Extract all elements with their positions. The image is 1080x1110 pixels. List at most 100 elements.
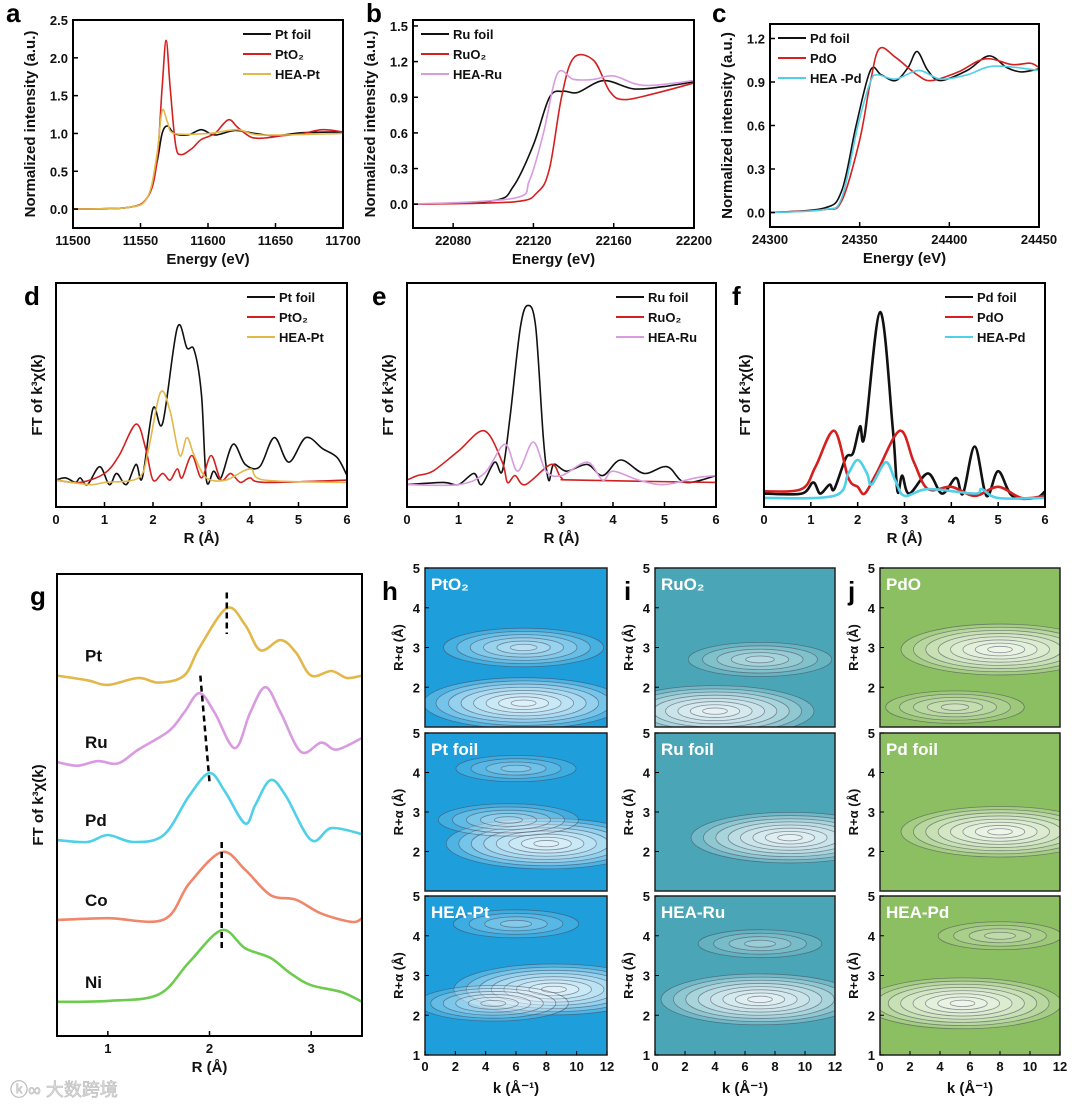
contour-line bbox=[962, 821, 1038, 842]
y-tick-label: 2 bbox=[413, 845, 420, 860]
y-tick-label: 5 bbox=[413, 561, 420, 576]
series-line-ruo- bbox=[406, 429, 717, 486]
contour-line bbox=[483, 637, 565, 658]
y-tick-label: 5 bbox=[413, 726, 420, 741]
contour-line bbox=[968, 928, 1032, 944]
map-background bbox=[655, 733, 835, 891]
y-tick-label: 5 bbox=[643, 561, 650, 576]
x-tick-label: 3 bbox=[308, 1041, 315, 1056]
x-tick-label: 11650 bbox=[258, 233, 293, 248]
contour-line bbox=[913, 696, 997, 718]
wavelet-map-pd-foil: Pd foil 2 3 4 5 R+α (Å) bbox=[846, 726, 1061, 892]
panel-label: b bbox=[366, 0, 382, 28]
y-axis-label: R+α (Å) bbox=[391, 789, 406, 836]
y-tick-label: 2 bbox=[868, 845, 875, 860]
series-line-pt bbox=[56, 606, 363, 687]
y-tick-label: 2.0 bbox=[50, 51, 68, 66]
contour-line bbox=[456, 630, 591, 665]
contour-line bbox=[937, 996, 988, 1011]
series-line-ru bbox=[56, 685, 363, 768]
contour-line bbox=[437, 803, 579, 837]
contour-line bbox=[953, 924, 1047, 947]
contour-line bbox=[926, 700, 984, 715]
contour-line bbox=[764, 830, 816, 845]
series-line-hea-ru bbox=[406, 441, 717, 487]
wavelet-map-pt-foil: Pt foil 2 3 4 5 R+α (Å) bbox=[391, 726, 608, 892]
y-tick-label: 3 bbox=[413, 805, 420, 820]
y-tick-label: 2 bbox=[643, 1008, 650, 1023]
x-tick-label: 2 bbox=[506, 512, 513, 527]
contour-line bbox=[702, 707, 728, 715]
contour-line bbox=[451, 806, 565, 834]
map-title: PtO₂ bbox=[431, 575, 469, 594]
x-tick-label: 10 bbox=[1023, 1059, 1037, 1074]
series-line-ru-foil bbox=[406, 304, 717, 486]
x-tick-label: 10 bbox=[569, 1059, 583, 1074]
contour-line bbox=[962, 639, 1038, 660]
x-tick-label: 6 bbox=[741, 1059, 748, 1074]
x-tick-label: 2 bbox=[681, 1059, 688, 1074]
y-tick-label: 3 bbox=[868, 641, 875, 656]
contour-line bbox=[460, 686, 587, 720]
x-tick-label: 4 bbox=[246, 512, 254, 527]
y-axis-label: R+α (Å) bbox=[846, 789, 861, 836]
y-tick-label: 4 bbox=[868, 929, 876, 944]
contour-line bbox=[455, 994, 532, 1013]
contour-line bbox=[937, 633, 1060, 666]
contour-line bbox=[655, 688, 802, 727]
series-line-hea-ru bbox=[412, 69, 695, 205]
series-line-ni bbox=[56, 928, 363, 1004]
map-background bbox=[880, 733, 1060, 891]
legend-entry: PdO bbox=[810, 51, 837, 66]
contour-line bbox=[510, 699, 537, 707]
series-line-pt-foil bbox=[72, 125, 344, 210]
legend-entry: Pd foil bbox=[977, 290, 1017, 305]
y-tick-label: 1.5 bbox=[390, 19, 408, 34]
x-tick-label: 2 bbox=[149, 512, 156, 527]
contour-line bbox=[467, 996, 519, 1010]
contour-line bbox=[987, 828, 1013, 836]
x-axis-label: Energy (eV) bbox=[166, 251, 249, 268]
panel-label: e bbox=[372, 281, 386, 311]
y-tick-label: 3 bbox=[643, 805, 650, 820]
y-tick-label: 0.9 bbox=[747, 75, 765, 90]
x-tick-label: 24400 bbox=[931, 232, 967, 247]
map-title: RuO₂ bbox=[661, 575, 704, 594]
wavelet-map-pdo: PdO 2 3 4 5 R+α (Å) bbox=[846, 561, 1061, 728]
contour-line bbox=[479, 813, 537, 827]
x-tick-label: 8 bbox=[543, 1059, 550, 1074]
x-tick-label: 4 bbox=[609, 512, 617, 527]
y-tick-label: 0.6 bbox=[390, 126, 408, 141]
x-tick-label: 8 bbox=[771, 1059, 778, 1074]
y-axis-label: Normalized intensity (a.u.) bbox=[362, 31, 379, 218]
contour-line bbox=[722, 989, 798, 1010]
panel-label: a bbox=[6, 0, 21, 28]
x-tick-label: 1 bbox=[101, 512, 108, 527]
x-tick-label: 12 bbox=[828, 1059, 842, 1074]
y-axis-label: R+α (Å) bbox=[391, 952, 406, 999]
y-tick-label: 0.0 bbox=[390, 197, 408, 212]
contour-line bbox=[702, 645, 818, 674]
contour-line bbox=[443, 627, 605, 668]
x-tick-label: 5 bbox=[995, 512, 1002, 527]
contour-line bbox=[728, 936, 792, 952]
contour-line bbox=[689, 704, 741, 718]
contour-line bbox=[480, 999, 507, 1007]
contour-line bbox=[500, 764, 532, 773]
y-tick-label: 2.5 bbox=[50, 13, 68, 28]
contour-line bbox=[899, 693, 1011, 721]
contour-line bbox=[485, 693, 562, 714]
contour-line bbox=[974, 825, 1026, 839]
legend-entry: PdO bbox=[977, 310, 1004, 325]
contour-line bbox=[498, 696, 550, 710]
y-tick-label: 2 bbox=[643, 680, 650, 695]
y-axis-label: FT of k³χ(k) bbox=[30, 764, 47, 845]
panel-d: d 0 1 2 3 4 5 6 R (Å) FT of k³χ(k) Pt foil PtO₂ HEA-… bbox=[24, 281, 351, 547]
x-tick-label: 24450 bbox=[1021, 232, 1057, 247]
legend-entry: HEA-Ru bbox=[648, 330, 697, 345]
contour-line bbox=[697, 983, 823, 1016]
series-line-hea-pd bbox=[763, 458, 1046, 500]
y-tick-label: 3 bbox=[643, 969, 650, 984]
map-area bbox=[655, 733, 835, 891]
legend-entry: RuO₂ bbox=[648, 310, 681, 325]
